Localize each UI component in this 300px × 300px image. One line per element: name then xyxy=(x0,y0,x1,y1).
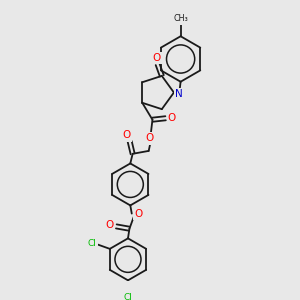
Text: O: O xyxy=(152,53,160,63)
Text: CH₃: CH₃ xyxy=(173,14,188,23)
Text: N: N xyxy=(175,89,183,99)
Text: O: O xyxy=(168,113,176,123)
Text: O: O xyxy=(134,208,142,219)
Text: Cl: Cl xyxy=(87,239,96,248)
Text: O: O xyxy=(146,134,154,143)
Text: O: O xyxy=(106,220,114,230)
Text: Cl: Cl xyxy=(124,293,132,300)
Text: O: O xyxy=(123,130,131,140)
